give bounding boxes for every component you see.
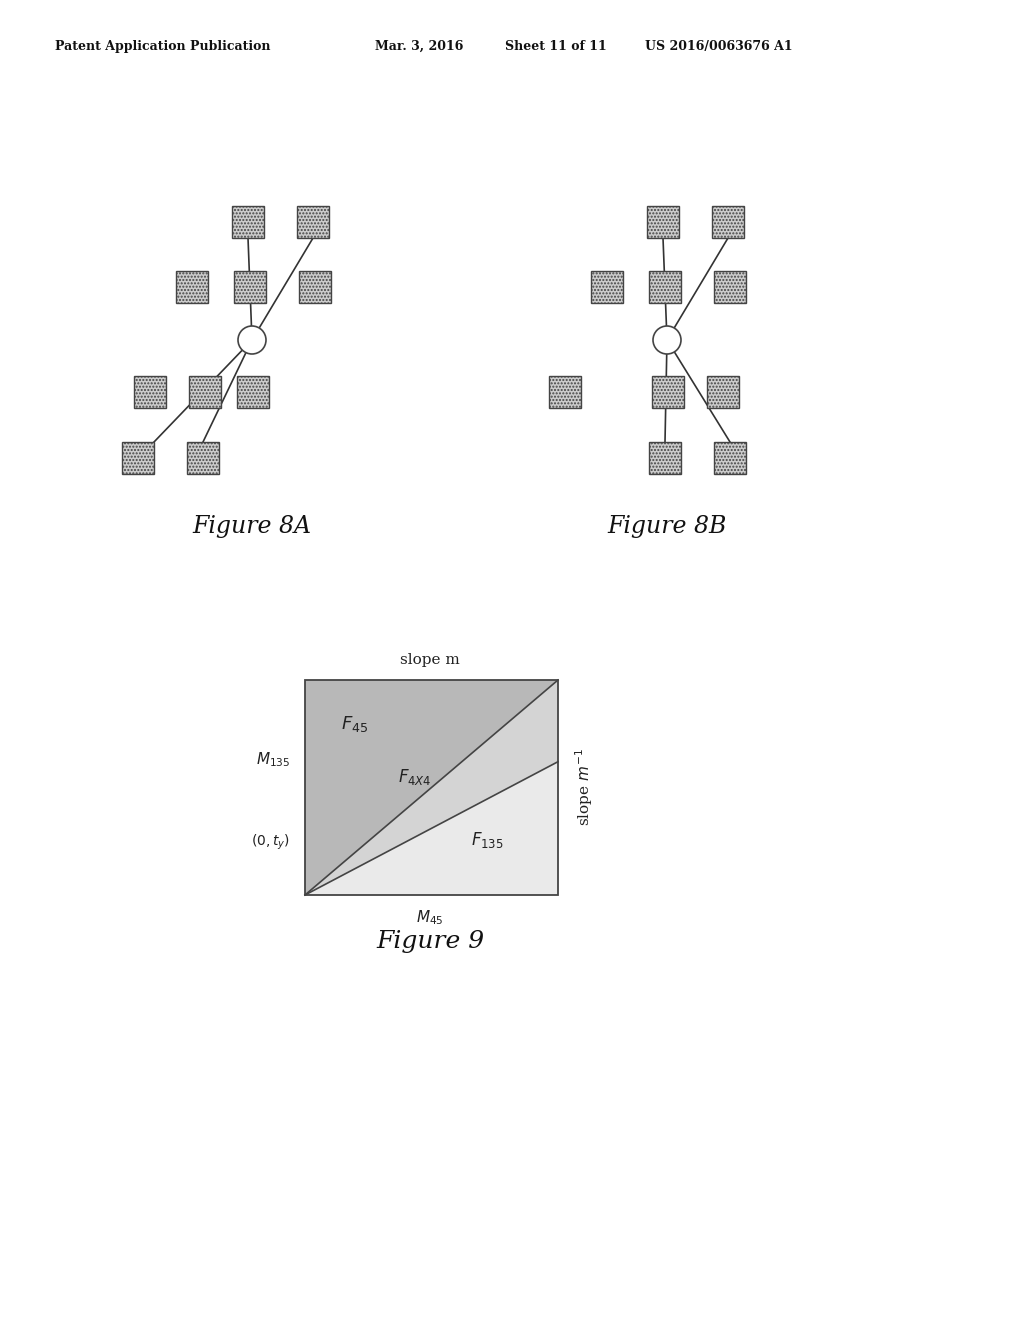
Circle shape bbox=[653, 326, 681, 354]
Text: slope m: slope m bbox=[400, 653, 460, 667]
Text: Mar. 3, 2016: Mar. 3, 2016 bbox=[375, 40, 464, 53]
Text: Figure 8B: Figure 8B bbox=[607, 515, 727, 539]
FancyBboxPatch shape bbox=[232, 206, 264, 238]
Text: $F_{4X4}$: $F_{4X4}$ bbox=[398, 767, 432, 787]
Text: Figure 8A: Figure 8A bbox=[193, 515, 311, 539]
FancyBboxPatch shape bbox=[652, 376, 684, 408]
FancyBboxPatch shape bbox=[712, 206, 744, 238]
FancyBboxPatch shape bbox=[714, 271, 746, 304]
FancyBboxPatch shape bbox=[649, 442, 681, 474]
FancyBboxPatch shape bbox=[297, 206, 329, 238]
Text: $F_{45}$: $F_{45}$ bbox=[341, 714, 369, 734]
FancyBboxPatch shape bbox=[707, 376, 739, 408]
FancyBboxPatch shape bbox=[189, 376, 221, 408]
Text: Figure 9: Figure 9 bbox=[376, 931, 484, 953]
Circle shape bbox=[238, 326, 266, 354]
FancyBboxPatch shape bbox=[237, 376, 269, 408]
FancyBboxPatch shape bbox=[649, 271, 681, 304]
Text: slope $m^{-1}$: slope $m^{-1}$ bbox=[573, 748, 595, 826]
FancyBboxPatch shape bbox=[122, 442, 154, 474]
Text: $M_{135}$: $M_{135}$ bbox=[256, 751, 290, 770]
Text: $(0, t_y)$: $(0, t_y)$ bbox=[251, 833, 290, 851]
Text: Sheet 11 of 11: Sheet 11 of 11 bbox=[505, 40, 607, 53]
Text: Patent Application Publication: Patent Application Publication bbox=[55, 40, 270, 53]
Polygon shape bbox=[305, 680, 558, 895]
Text: $F_{135}$: $F_{135}$ bbox=[471, 830, 504, 850]
FancyBboxPatch shape bbox=[299, 271, 331, 304]
Text: $M_{45}$: $M_{45}$ bbox=[416, 908, 443, 927]
FancyBboxPatch shape bbox=[714, 442, 746, 474]
FancyBboxPatch shape bbox=[591, 271, 623, 304]
FancyBboxPatch shape bbox=[187, 442, 219, 474]
Polygon shape bbox=[305, 680, 558, 895]
FancyBboxPatch shape bbox=[647, 206, 679, 238]
FancyBboxPatch shape bbox=[176, 271, 208, 304]
Polygon shape bbox=[305, 762, 558, 895]
Text: US 2016/0063676 A1: US 2016/0063676 A1 bbox=[645, 40, 793, 53]
FancyBboxPatch shape bbox=[134, 376, 166, 408]
FancyBboxPatch shape bbox=[549, 376, 581, 408]
Bar bbox=[305, 680, 558, 895]
FancyBboxPatch shape bbox=[234, 271, 266, 304]
